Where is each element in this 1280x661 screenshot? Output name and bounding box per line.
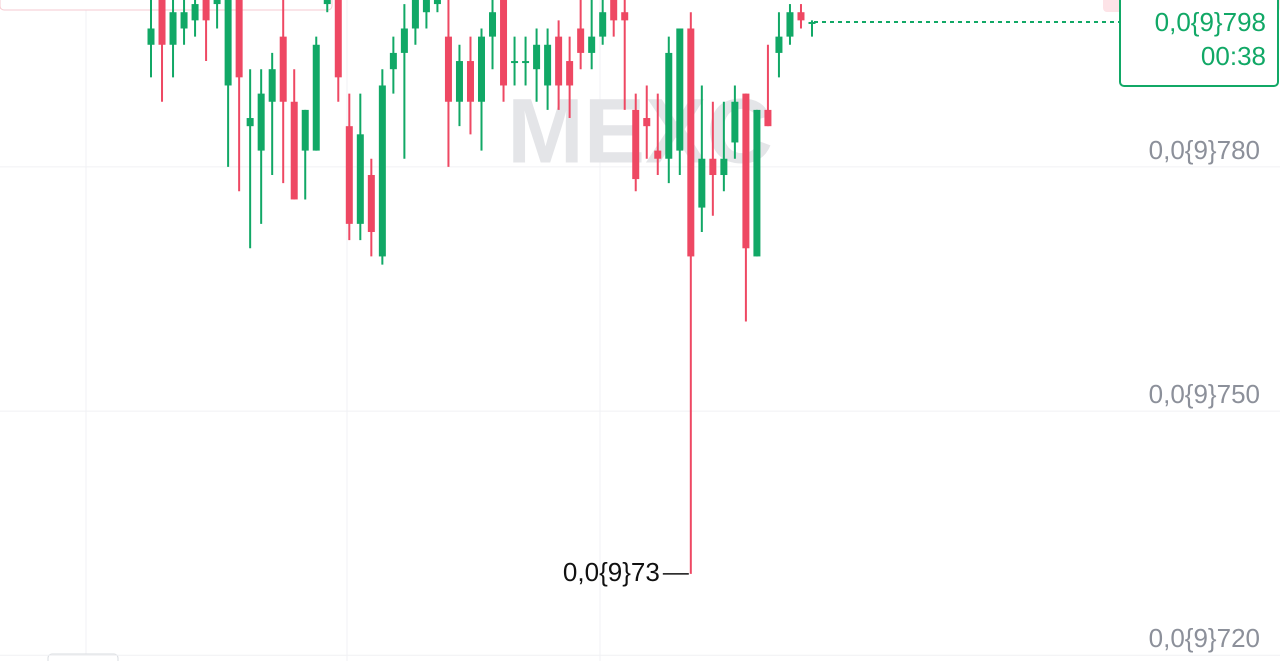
candle-body: [610, 0, 618, 21]
candle-body: [621, 12, 629, 21]
low-marker-label: 0,0{9}73: [563, 557, 660, 587]
candle-body: [191, 4, 199, 21]
candle-body: [665, 52, 673, 159]
candle-body: [764, 109, 772, 127]
last-price-label: 0,0{9}798: [1155, 7, 1266, 37]
y-tick-label: 0,0{9}780: [1149, 135, 1260, 165]
candle-body: [444, 36, 452, 102]
candle-body: [224, 0, 232, 86]
candle-body: [731, 101, 739, 143]
candle-body: [389, 52, 397, 70]
candle-body: [246, 118, 254, 127]
candle-body: [202, 0, 210, 21]
candle-body: [555, 36, 563, 86]
last-price-box: [1119, 0, 1279, 87]
candle-body: [235, 0, 243, 78]
candle-body: [533, 44, 541, 70]
candle-body: [753, 109, 761, 257]
candle-body: [169, 12, 177, 45]
candle-body: [742, 93, 750, 249]
y-tick-label: 0,0{9}750: [1149, 379, 1260, 409]
candle-body: [489, 12, 497, 37]
candle-body: [400, 28, 408, 53]
candle-body: [786, 12, 794, 37]
candle-body: [698, 158, 706, 208]
candle-body: [588, 36, 596, 53]
candle-body: [433, 0, 441, 5]
candle-body: [323, 0, 331, 5]
candle-body: [577, 28, 585, 53]
watermark: MEXC: [507, 80, 773, 182]
countdown: 00:38: [1201, 41, 1266, 71]
candle-body: [257, 93, 265, 151]
candle-body: [544, 44, 552, 86]
info-box: [0, 0, 333, 11]
candle-body: [367, 175, 375, 233]
candle-body: [687, 28, 695, 257]
candle-body: [158, 0, 166, 45]
candle-body: [378, 85, 386, 257]
candle-body: [643, 118, 651, 127]
candle-body: [808, 21, 816, 24]
y-tick-label: 0,0{9}720: [1149, 623, 1260, 653]
candle-body: [466, 61, 474, 102]
candle-body: [632, 109, 640, 180]
candle-body: [268, 69, 276, 102]
candle-body: [500, 0, 508, 86]
candle-body: [566, 61, 574, 86]
candle-body: [147, 28, 155, 45]
candle-body: [411, 0, 419, 29]
candle-body: [676, 28, 684, 151]
candle-body: [522, 61, 530, 64]
candle-body: [455, 61, 463, 102]
candle-body: [599, 12, 607, 37]
candle-body: [345, 126, 353, 224]
candle-body: [279, 36, 287, 102]
candle-body: [654, 150, 662, 159]
candle-body: [775, 36, 783, 53]
candle-body: [511, 61, 519, 64]
candle-body: [301, 109, 309, 151]
candle-body: [334, 0, 342, 78]
candle-body: [180, 12, 188, 29]
candle-body: [422, 0, 430, 13]
candle-body: [312, 44, 320, 151]
candle-body: [213, 0, 221, 5]
candle-body: [290, 101, 298, 200]
candle-body: [478, 36, 485, 102]
candle-body: [709, 158, 717, 176]
candle-body: [720, 158, 728, 176]
candle-body: [797, 12, 805, 21]
candle-body: [356, 134, 364, 224]
